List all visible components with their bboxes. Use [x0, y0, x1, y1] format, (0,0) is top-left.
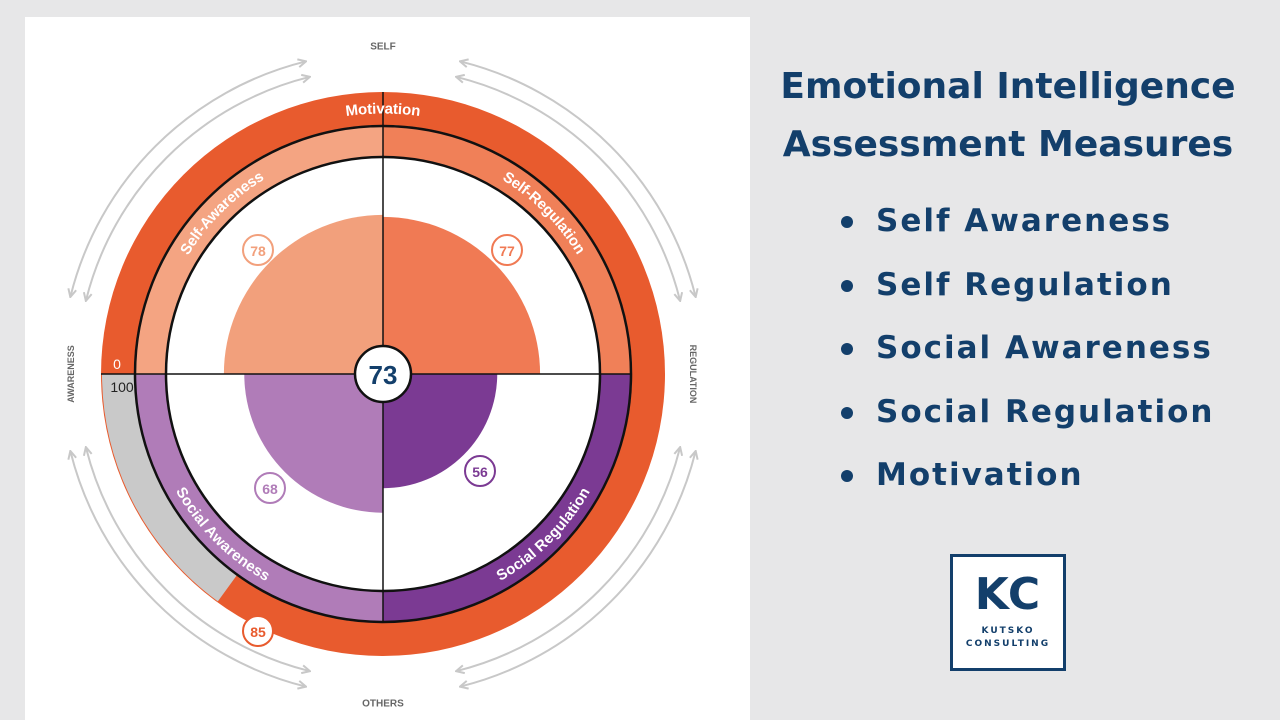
axis-label-others: OTHERS — [362, 699, 404, 710]
center-score: 73 — [369, 360, 398, 390]
guide-arrow — [461, 62, 696, 297]
axis-label-awareness: AWARENESS — [66, 345, 76, 403]
score-sector — [383, 216, 541, 374]
score-badge-social-regulation: 56 — [472, 464, 488, 480]
center-score-circle — [353, 344, 413, 404]
band-label-motivation: Motivation — [345, 100, 422, 120]
score-badge-self-regulation: 77 — [499, 243, 515, 259]
company-logo: KC KUTSKO CONSULTING — [950, 554, 1066, 671]
motivation-unfilled — [102, 374, 237, 602]
list-item: Self Awareness — [838, 190, 1214, 254]
score-badge-motivation-circle — [242, 615, 274, 647]
score-badge-self-awareness: 78 — [250, 243, 266, 259]
axis-label-regulation: REGULATION — [688, 345, 698, 404]
bullet-icon — [841, 343, 853, 355]
measures-list: Self Awareness Self Regulation Social Aw… — [838, 190, 1214, 508]
measure-label: Self Regulation — [876, 266, 1174, 303]
score-badge-social-regulation-circle — [464, 455, 496, 487]
score-badge-motivation: 85 — [250, 624, 266, 640]
diagram-panel: SELF OTHERS AWARENESS REGULATION Self-Awaren… — [25, 17, 750, 720]
measure-label: Motivation — [876, 457, 1084, 493]
title-line-2: Assessment Measures — [782, 124, 1234, 165]
measure-label: Social Awareness — [876, 330, 1213, 366]
score-badge-self-regulation-circle — [491, 234, 523, 266]
measure-label: Self Awareness — [876, 203, 1173, 239]
score-badge-self-awareness-circle — [242, 234, 274, 266]
score-badge-social-awareness: 68 — [262, 481, 278, 497]
score-sector — [383, 374, 498, 489]
list-item: Motivation — [838, 444, 1214, 508]
bullet-icon — [841, 216, 853, 228]
logo-line-2: CONSULTING — [965, 639, 1051, 649]
bullet-icon — [841, 279, 853, 292]
list-item: Social Awareness — [838, 317, 1214, 381]
guide-arrow — [461, 452, 696, 687]
score-badge-social-awareness-circle — [254, 472, 286, 504]
logo-initials: KC — [974, 569, 1042, 620]
measure-label: Social Regulation — [876, 393, 1215, 430]
bullet-icon — [841, 406, 853, 419]
score-sector — [223, 214, 383, 374]
axis-label-self: SELF — [370, 42, 396, 53]
scale-max-label: 100 — [110, 379, 134, 395]
guide-arrow — [71, 452, 306, 687]
scale-min-label: 0 — [113, 356, 121, 372]
bullet-icon — [841, 470, 853, 482]
page-title: Emotional Intelligence Assessment Measur… — [758, 58, 1258, 174]
score-sector — [244, 374, 383, 513]
title-line-1: Emotional Intelligence — [780, 66, 1236, 107]
logo-line-1: KUTSKO — [981, 626, 1035, 636]
guide-arrow — [71, 62, 306, 297]
list-item: Self Regulation — [838, 254, 1214, 318]
list-item: Social Regulation — [838, 381, 1214, 445]
